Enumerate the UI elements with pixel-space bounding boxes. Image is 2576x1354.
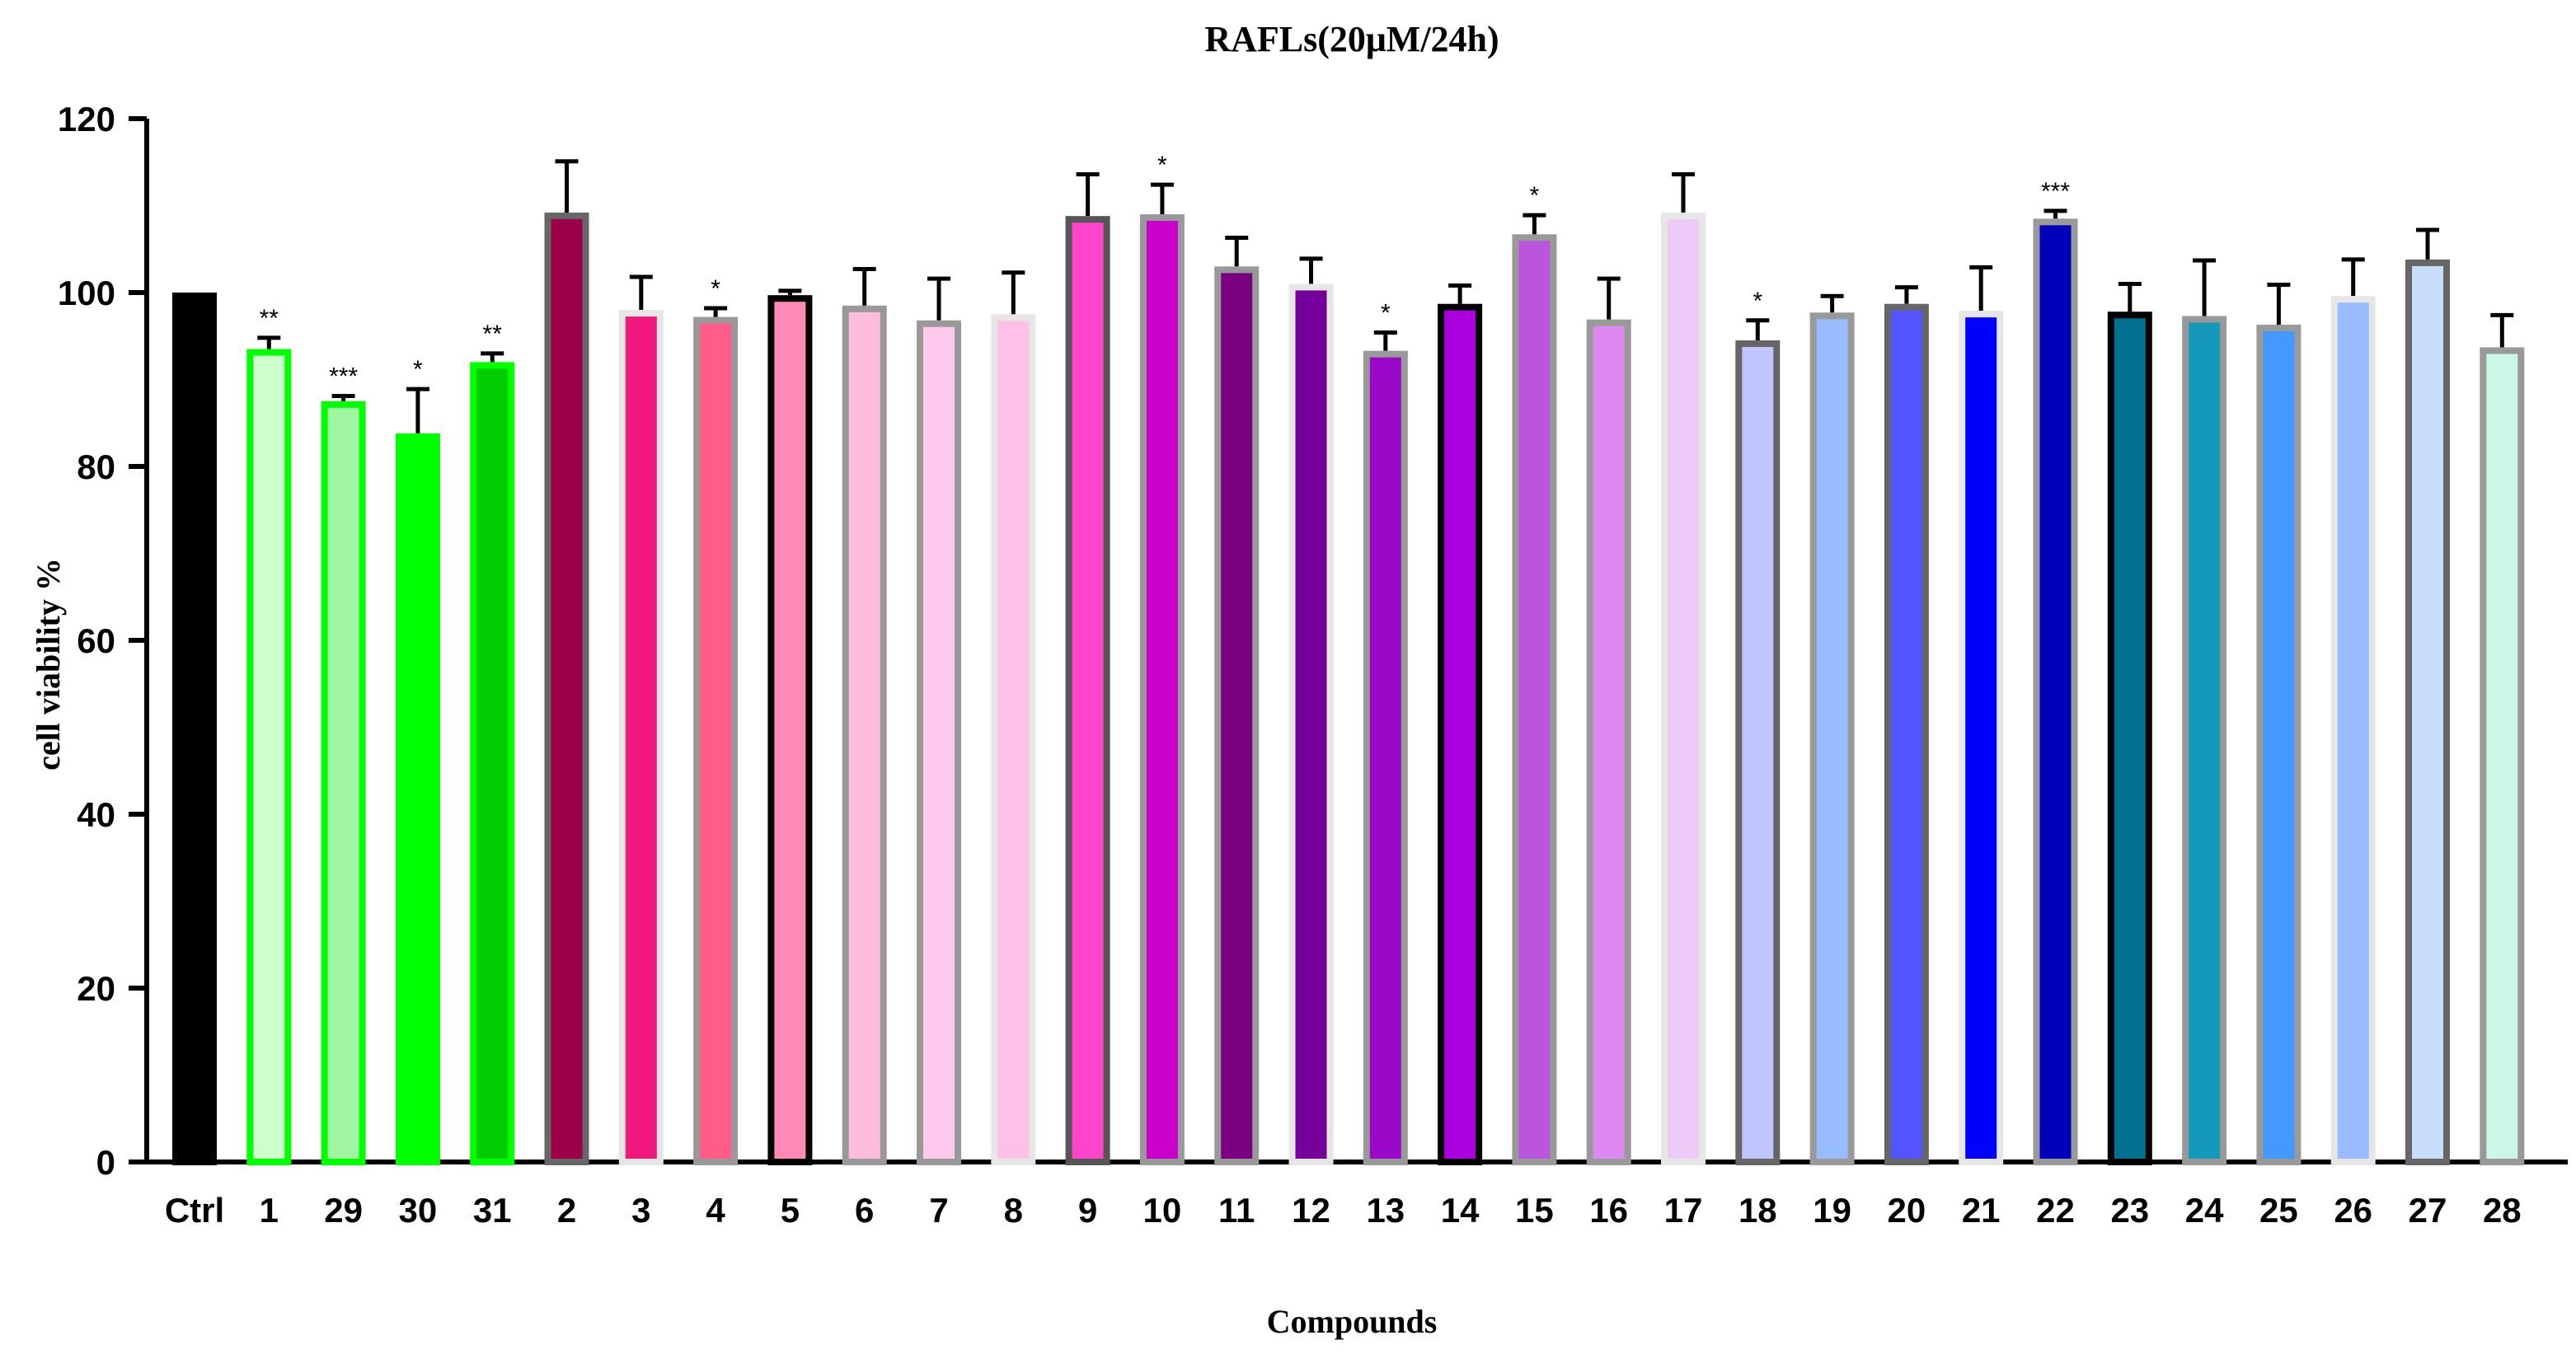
bar — [842, 305, 887, 1166]
x-tick-label: 11 — [1218, 1191, 1255, 1230]
x-tick-label: 25 — [2259, 1191, 2298, 1230]
x-tick-label: 29 — [324, 1191, 363, 1230]
y-tick-label: 60 — [77, 621, 115, 660]
y-tick-label: 80 — [77, 447, 115, 486]
bar — [1586, 319, 1631, 1165]
bar — [2480, 347, 2525, 1165]
bar — [2107, 312, 2152, 1166]
significance-label: ** — [260, 305, 279, 332]
significance-label: *** — [329, 363, 358, 391]
x-tick-label: 1 — [260, 1191, 279, 1230]
bar — [1735, 340, 1781, 1165]
x-axis-title: Compounds — [1267, 1303, 1438, 1340]
bar — [172, 293, 217, 1165]
x-tick-label: 13 — [1366, 1191, 1405, 1230]
significance-label: *** — [2041, 178, 2070, 205]
x-tick-label: 12 — [1292, 1191, 1330, 1230]
y-tick-label: 20 — [77, 969, 115, 1008]
significance-label: * — [1753, 288, 1762, 315]
bar — [1884, 303, 1929, 1166]
bar — [2330, 296, 2376, 1166]
significance-label: * — [1157, 152, 1167, 179]
bar — [1512, 234, 1557, 1166]
x-tick-label: 15 — [1515, 1191, 1554, 1230]
x-tick-label: 3 — [631, 1191, 650, 1230]
bar — [2405, 259, 2450, 1165]
y-tick-label: 120 — [58, 100, 115, 138]
y-axis-title: cell viability % — [30, 558, 67, 771]
bar — [2033, 218, 2078, 1166]
bar — [321, 401, 366, 1165]
bar — [470, 362, 515, 1165]
x-tick-label: 8 — [1004, 1191, 1023, 1230]
bar — [1214, 266, 1260, 1166]
x-tick-label: 6 — [855, 1191, 874, 1230]
x-tick-label: 7 — [929, 1191, 948, 1230]
y-tick-label: 0 — [96, 1143, 115, 1182]
bar — [1661, 212, 1706, 1166]
bar — [693, 316, 739, 1166]
x-tick-label: 27 — [2409, 1191, 2447, 1230]
bar — [2256, 325, 2302, 1166]
x-tick-label: 9 — [1078, 1191, 1097, 1230]
x-tick-label: 24 — [2185, 1191, 2224, 1230]
significance-label: * — [1381, 300, 1391, 327]
x-tick-label: 22 — [2036, 1191, 2075, 1230]
x-tick-label: 19 — [1813, 1191, 1851, 1230]
bar — [395, 433, 440, 1165]
x-tick-label: 5 — [781, 1191, 800, 1230]
significance-label: * — [413, 356, 423, 383]
x-tick-label: 28 — [2483, 1191, 2522, 1230]
significance-label: * — [711, 275, 720, 302]
bar — [991, 314, 1036, 1165]
y-tick-label: 40 — [77, 795, 115, 834]
x-tick-label: 2 — [557, 1191, 576, 1230]
x-tick-label: 26 — [2334, 1191, 2372, 1230]
bar — [544, 212, 589, 1166]
significance-label: * — [1530, 182, 1540, 209]
bar — [1959, 311, 2004, 1165]
bar — [1438, 303, 1483, 1166]
x-tick-label: 18 — [1738, 1191, 1777, 1230]
bar — [1363, 350, 1408, 1165]
y-tick-label: 100 — [58, 274, 115, 312]
x-tick-label: 30 — [399, 1191, 438, 1230]
bar — [246, 349, 292, 1165]
x-tick-label: 14 — [1441, 1191, 1480, 1230]
x-tick-label: 10 — [1143, 1191, 1182, 1230]
chart-title: RAFLs(20μM/24h) — [1204, 19, 1499, 59]
bar — [2182, 316, 2227, 1165]
bar — [917, 320, 961, 1165]
x-tick-label: 31 — [473, 1191, 512, 1230]
bar — [1288, 283, 1334, 1166]
bar — [1809, 312, 1855, 1165]
x-tick-label: 21 — [1962, 1191, 2001, 1230]
bar — [1065, 216, 1110, 1165]
bar — [767, 295, 813, 1165]
x-tick-label: 20 — [1888, 1191, 1926, 1230]
significance-label: ** — [483, 321, 503, 348]
bar — [1139, 214, 1185, 1165]
x-tick-label: 4 — [706, 1191, 725, 1230]
x-tick-label: Ctrl — [165, 1191, 224, 1230]
bar — [618, 310, 664, 1166]
x-tick-label: 23 — [2110, 1191, 2149, 1230]
x-tick-label: 16 — [1589, 1191, 1628, 1230]
x-tick-label: 17 — [1664, 1191, 1703, 1230]
